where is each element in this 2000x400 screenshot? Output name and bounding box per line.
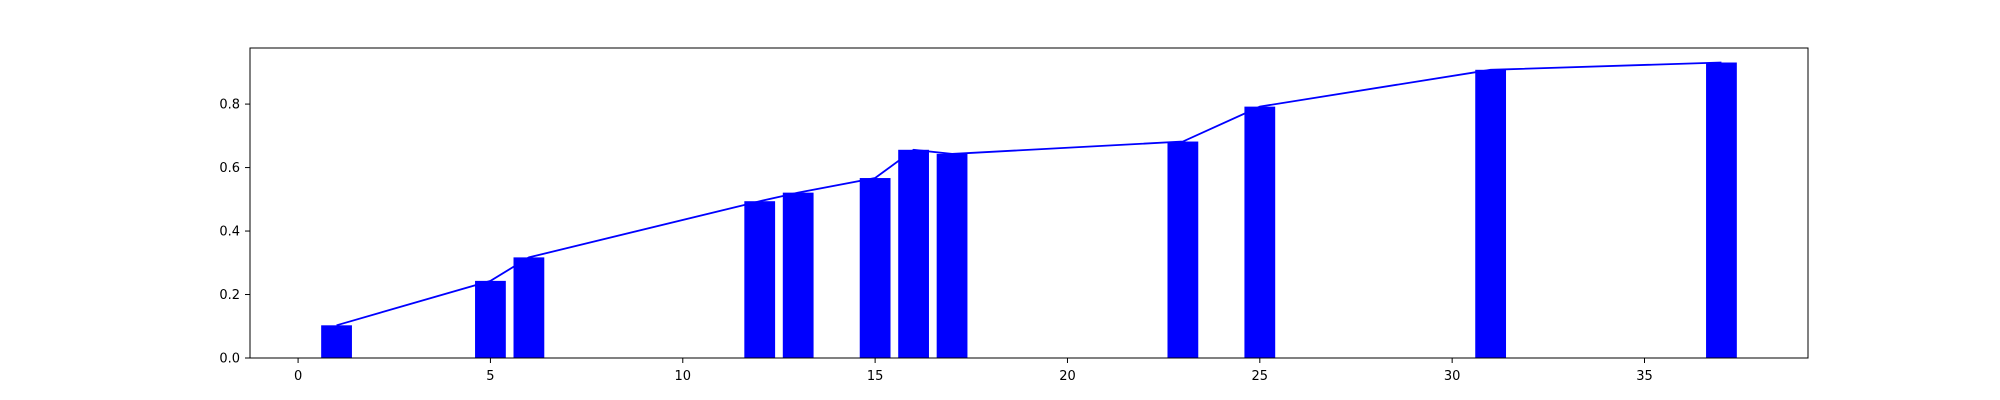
bar — [1706, 62, 1737, 358]
bar — [1244, 106, 1276, 358]
axes-frame — [249, 47, 1809, 359]
bar-series — [321, 62, 1737, 359]
y-tick-label: 0.6 — [219, 161, 240, 176]
x-tick-label: 20 — [1059, 369, 1076, 384]
bar — [936, 153, 968, 358]
bar — [321, 325, 352, 358]
x-tick-label: 10 — [675, 369, 692, 384]
bar — [475, 280, 506, 358]
y-tick-label: 0.4 — [219, 225, 240, 240]
trend-line — [336, 61, 1722, 327]
x-tick-label: 5 — [486, 369, 494, 384]
x-tick-label: 25 — [1252, 369, 1269, 384]
x-tick-label: 15 — [867, 369, 884, 384]
x-tick-label: 30 — [1444, 369, 1461, 384]
bar — [744, 201, 776, 358]
bar — [859, 178, 891, 358]
x-tick-label: 0 — [294, 369, 302, 384]
x-axis: 0 5 10 15 20 25 30 35 — [294, 358, 1653, 384]
y-axis: 0.0 0.2 0.4 0.6 0.8 — [219, 98, 250, 367]
bar — [1475, 69, 1507, 359]
bar — [1167, 141, 1199, 358]
bar — [782, 192, 814, 358]
y-tick-label: 0.2 — [219, 288, 240, 303]
x-tick-label: 35 — [1636, 369, 1653, 384]
y-tick-label: 0.0 — [219, 352, 240, 367]
y-tick-label: 0.8 — [219, 98, 240, 113]
bar — [898, 149, 929, 358]
bar — [513, 257, 545, 358]
